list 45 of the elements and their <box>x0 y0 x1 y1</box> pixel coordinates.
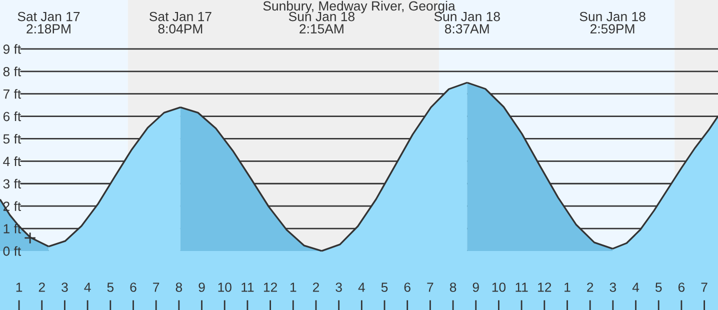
x-tick-label: 1 <box>16 282 22 292</box>
y-tick-label: 8 ft <box>3 66 22 76</box>
x2-tick-label: Sun Jan 18 2:59PM <box>580 12 646 34</box>
x-tick-label: 9 <box>472 282 479 292</box>
y-tick-label: 6 ft <box>3 112 22 122</box>
x-tick-label: 5 <box>381 282 388 292</box>
x-tick-label: 4 <box>632 282 640 292</box>
x-tick-label: 6 <box>404 282 410 292</box>
x-tick-label: 12 <box>538 282 552 292</box>
y-tick-label: 0 ft <box>3 246 22 256</box>
x-tick-label: 10 <box>492 282 506 292</box>
x-tick-label: 6 <box>678 282 685 292</box>
chart-title: Sunbury, Medway River, Georgia <box>263 0 456 14</box>
x-tick-label: 3 <box>62 282 68 292</box>
x-tick-label: 7 <box>153 282 160 292</box>
x-tick-label: 8 <box>176 282 182 292</box>
x-tick-label: 11 <box>516 282 528 292</box>
y-tick-label: 7 ft <box>3 89 22 99</box>
x2-tick-label: Sun Jan 18 8:37AM <box>434 12 500 34</box>
x-tick-label: 7 <box>701 282 708 292</box>
x-tick-label: 5 <box>107 282 114 292</box>
x-tick-label: 4 <box>358 282 365 292</box>
x-tick-label: 12 <box>264 282 277 292</box>
x-tick-label: 9 <box>198 282 205 292</box>
y-tick-label: 3 ft <box>3 178 22 189</box>
y-tick-label: 5 ft <box>3 134 22 144</box>
x-tick-label: 1 <box>290 282 296 292</box>
y-tick-label: 9 ft <box>3 44 22 54</box>
y-tick-label: 4 ft <box>3 156 22 166</box>
x-tick-label: 2 <box>587 282 594 292</box>
x-tick-label: 1 <box>564 282 570 292</box>
x-tick-label: 3 <box>610 282 616 292</box>
x2-tick-label: Sat Jan 17 8:04PM <box>150 12 212 34</box>
x2-tick-label: Sat Jan 17 2:18PM <box>18 12 80 34</box>
x-tick-label: 8 <box>450 282 456 292</box>
x-tick-label: 4 <box>84 282 91 292</box>
x-tick-label: 7 <box>427 282 434 292</box>
x-tick-label: 10 <box>218 282 232 292</box>
x-tick-label: 6 <box>130 282 136 292</box>
x-tick-label: 5 <box>655 282 662 292</box>
x2-tick-label: Sun Jan 18 2:15AM <box>288 12 354 34</box>
x-tick-label: 3 <box>336 282 342 292</box>
x-tick-label: 11 <box>242 282 254 292</box>
x-tick-label: 2 <box>38 282 45 292</box>
x-tick-label: 2 <box>312 282 319 292</box>
